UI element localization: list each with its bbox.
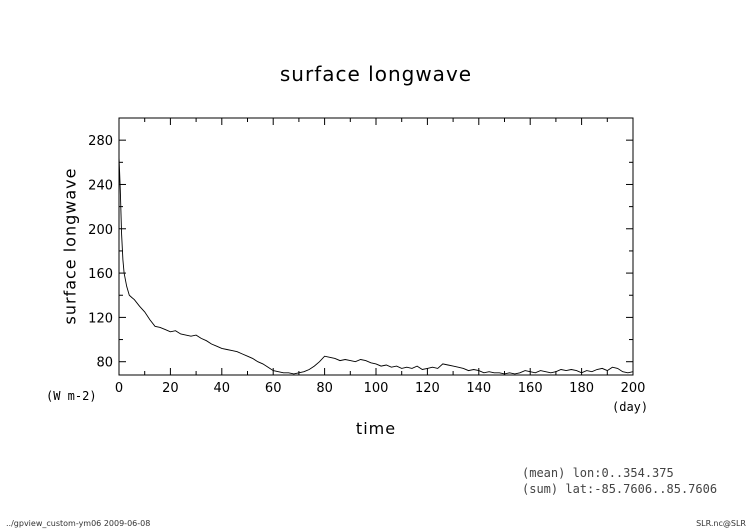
x-tick-label: 120: [415, 381, 440, 396]
x-tick-label: 160: [518, 381, 543, 396]
y-tick-label: 120: [88, 311, 113, 326]
footer-right: SLR.nc@SLR: [696, 519, 746, 528]
series-line: [118, 156, 634, 375]
note-mean: (mean) lon:0..354.375: [522, 466, 674, 480]
x-axis-label: time: [355, 419, 397, 438]
note-sum: (sum) lat:-85.7606..85.7606: [522, 482, 718, 496]
y-tick-label: 80: [96, 356, 113, 371]
x-tick-label: 0: [115, 381, 123, 396]
y-tick-label: 240: [88, 178, 113, 193]
x-tick-label: 20: [162, 381, 179, 396]
axis-tick-labels: 0 20 40 60 80 100 120 140 160 180 200 80 120 160 200 24…: [88, 134, 645, 396]
x-tick-label: 180: [569, 381, 594, 396]
x-tick-label: 40: [214, 381, 231, 396]
axis-ticks: [118, 118, 634, 375]
x-tick-label: 140: [466, 381, 491, 396]
y-tick-label: 280: [88, 134, 113, 149]
y-tick-label: 160: [88, 267, 113, 282]
x-tick-label: 80: [316, 381, 333, 396]
footer-left: ../gpview_custom-ym06 2009-06-08: [6, 519, 151, 528]
chart-title: surface longwave: [279, 62, 473, 86]
plot-frame: [118, 117, 634, 376]
x-tick-label: 100: [364, 381, 389, 396]
x-tick-label: 60: [265, 381, 282, 396]
y-tick-label: 200: [88, 223, 113, 238]
x-tick-label: 200: [621, 381, 646, 396]
x-axis-unit: (day): [612, 400, 649, 414]
y-axis-unit: (W m-2): [46, 389, 97, 403]
